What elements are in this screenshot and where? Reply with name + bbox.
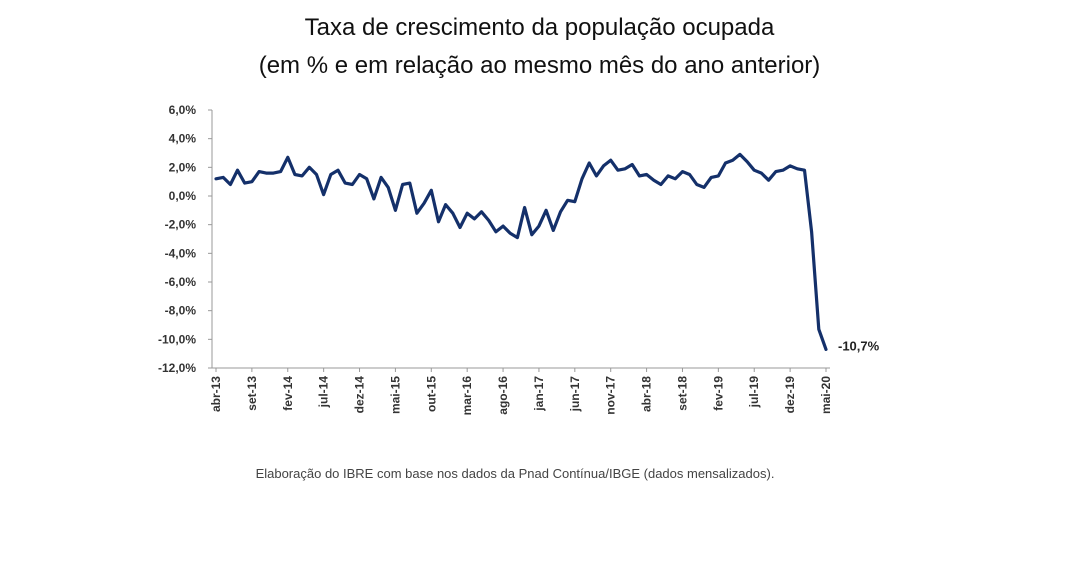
x-tick-label: jan-17 bbox=[532, 376, 546, 412]
data-label-layer: -10,7% bbox=[838, 338, 880, 353]
x-tick-label: nov-17 bbox=[604, 376, 618, 415]
x-tick-label: abr-18 bbox=[640, 376, 654, 412]
y-axis: 6,0% 4,0% 2,0% 0,0% -2,0% -4,0% -6,0% -8,0% -10,… bbox=[158, 103, 213, 375]
x-tick-label: mai-20 bbox=[819, 376, 833, 414]
x-tick-label: jun-17 bbox=[568, 376, 582, 413]
x-tick-label: mar-16 bbox=[460, 376, 474, 416]
y-tick-label: -2,0% bbox=[165, 218, 197, 232]
x-tick-label: jul-19 bbox=[747, 376, 761, 409]
chart-subtitle: (em % e em relação ao mesmo mês do ano a… bbox=[258, 52, 821, 79]
chart-title: Taxa de crescimento da população ocupada bbox=[304, 14, 775, 41]
y-tick-label: -4,0% bbox=[165, 246, 197, 260]
y-tick-label: 2,0% bbox=[169, 160, 197, 174]
data-label: -10,7% bbox=[838, 338, 880, 353]
x-axis: abr-13 set-13 fev-14 jul-14 dez-14 mai-15 out-… bbox=[209, 367, 833, 416]
x-tick-label: out-15 bbox=[424, 376, 438, 412]
y-tick-label: 4,0% bbox=[169, 132, 197, 146]
x-tick-label: mai-15 bbox=[388, 376, 402, 414]
x-tick-label: ago-16 bbox=[496, 376, 510, 415]
x-tick-label: abr-13 bbox=[209, 376, 223, 412]
x-tick-label: set-13 bbox=[245, 376, 259, 411]
y-tick-label: -12,0% bbox=[158, 361, 196, 375]
y-tick-label: 0,0% bbox=[169, 189, 197, 203]
x-tick-label: dez-14 bbox=[353, 376, 367, 414]
x-tick-label: dez-19 bbox=[783, 376, 797, 414]
y-tick-label: -8,0% bbox=[165, 304, 197, 318]
y-tick-label: -10,0% bbox=[158, 332, 196, 346]
y-tick-label: 6,0% bbox=[169, 103, 197, 117]
series-layer bbox=[214, 152, 828, 351]
x-tick-label: set-18 bbox=[675, 376, 689, 411]
y-tick-label: -6,0% bbox=[165, 275, 197, 289]
x-tick-label: fev-19 bbox=[711, 376, 725, 411]
source-note: Elaboração do IBRE com base nos dados da… bbox=[255, 466, 775, 481]
x-tick-label: fev-14 bbox=[281, 376, 295, 411]
x-tick-label: jul-14 bbox=[317, 376, 331, 409]
series-line bbox=[214, 152, 828, 351]
